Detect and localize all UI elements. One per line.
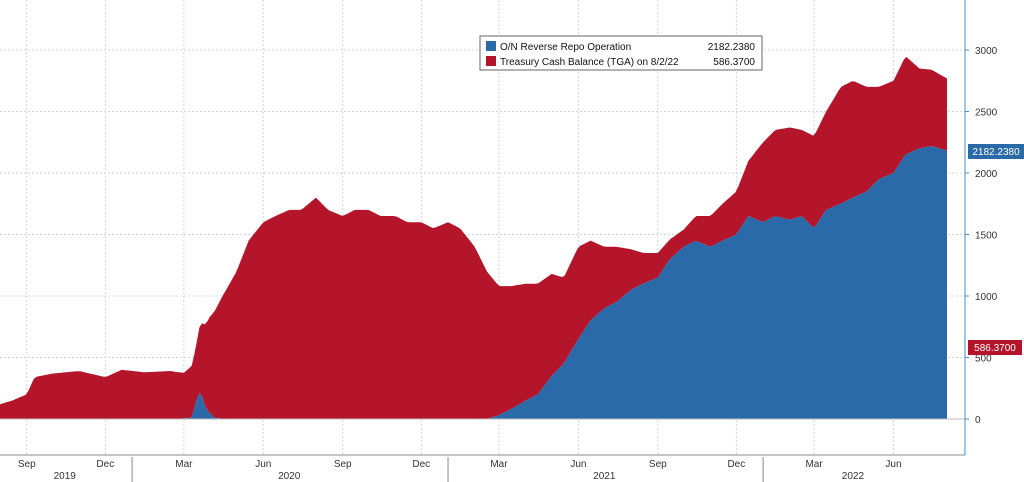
last-value-reverse-repo: 2182.2380 — [972, 147, 1020, 158]
x-tick-label: Jun — [885, 459, 901, 470]
x-tick-label: Sep — [649, 459, 667, 470]
y-tick-label: 2000 — [975, 169, 998, 180]
x-year-label: 2022 — [842, 471, 865, 482]
x-year-label: 2020 — [278, 471, 301, 482]
last-value-tag-reverse-repo-bg — [968, 144, 1024, 159]
legend-label-reverse-repo: O/N Reverse Repo Operation — [500, 42, 631, 53]
y-tick-label: 2500 — [975, 108, 998, 119]
area-reverse-repo — [0, 146, 947, 420]
legend-box — [479, 35, 763, 71]
last-value-tag-reverse-repo: 2182.2380 — [968, 144, 1024, 159]
x-year-label: 2021 — [593, 471, 616, 482]
area-tga — [0, 56, 947, 419]
x-tick-label: Mar — [175, 459, 193, 470]
y-tick-label: 500 — [975, 354, 992, 365]
x-tick-label: Jun — [255, 459, 271, 470]
y-tick-label: 1500 — [975, 231, 998, 242]
legend-swatch-reverse-repo — [486, 41, 496, 51]
last-value-tga: 586.3700 — [974, 343, 1016, 354]
legend-value-tga: 586.3700 — [713, 57, 755, 68]
legend: O/N Reverse Repo Operation 2182.2380 Tre… — [479, 35, 763, 71]
x-tick-label: Jun — [570, 459, 586, 470]
axes: Sep Dec Mar Jun Sep Dec Mar Jun Sep Dec Mar Jun 2019… — [0, 0, 998, 482]
x-year-label: 2019 — [54, 471, 77, 482]
y-tick-label: 3000 — [975, 46, 998, 57]
x-tick-label: Dec — [96, 459, 114, 470]
last-value-tag-tga: 586.3700 — [968, 340, 1022, 355]
y-tick-label: 0 — [975, 415, 981, 426]
x-tick-label: Dec — [412, 459, 430, 470]
series-areas — [0, 56, 947, 420]
x-tick-label: Dec — [727, 459, 745, 470]
y-tick-label: 1000 — [975, 292, 998, 303]
x-tick-label: Sep — [18, 459, 36, 470]
x-tick-label: Mar — [805, 459, 823, 470]
legend-label-tga: Treasury Cash Balance (TGA) on 8/2/22 — [500, 57, 679, 68]
x-tick-label: Mar — [490, 459, 508, 470]
x-tick-label: Sep — [334, 459, 352, 470]
legend-swatch-tga — [486, 56, 496, 66]
last-value-tag-tga-bg — [968, 340, 1022, 355]
legend-value-reverse-repo: 2182.2380 — [708, 42, 756, 53]
